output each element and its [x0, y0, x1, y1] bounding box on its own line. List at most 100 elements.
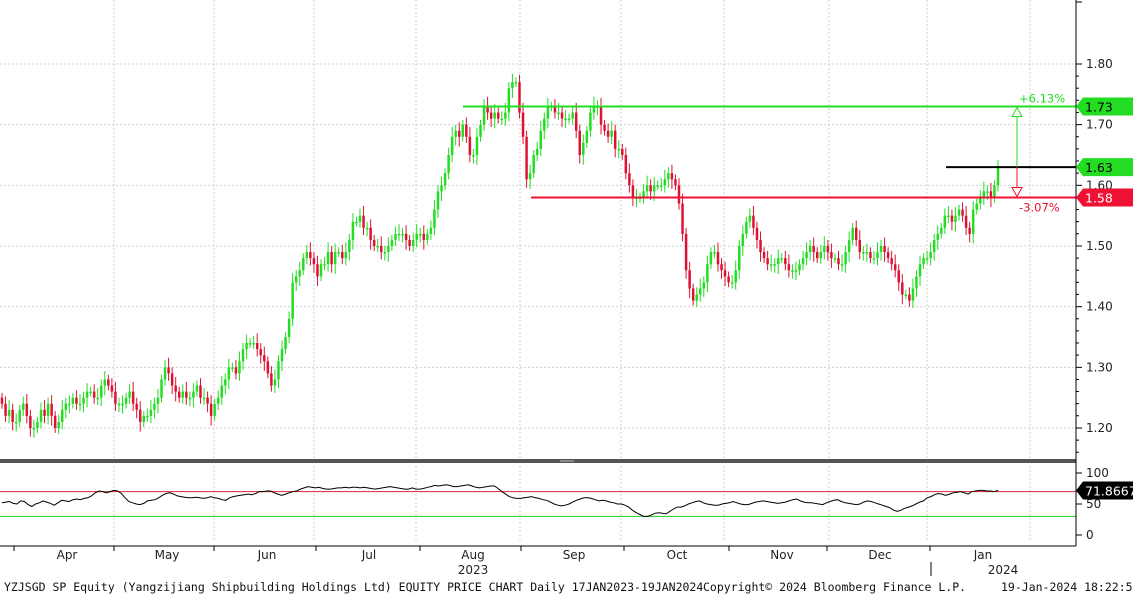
- candle-up: [660, 185, 663, 187]
- candle-down: [131, 391, 135, 404]
- candle-up: [181, 391, 185, 398]
- candle-up: [124, 397, 128, 404]
- candle-down: [684, 233, 688, 271]
- candle-down: [869, 252, 872, 259]
- candle-up: [96, 397, 99, 400]
- candle-up: [348, 239, 351, 253]
- candle-down: [518, 82, 521, 113]
- candle-up: [986, 191, 989, 193]
- candle-down: [43, 409, 46, 416]
- candle-down: [989, 191, 993, 198]
- candle-down: [606, 130, 610, 137]
- candle-up: [922, 258, 925, 265]
- candle-up: [932, 239, 936, 253]
- candle-down: [457, 130, 461, 137]
- support-price-tag: 1.58: [1076, 188, 1133, 207]
- candle-up: [163, 367, 167, 380]
- upside-pct-label: +6.13%: [1019, 91, 1065, 105]
- candle-up: [46, 403, 50, 416]
- candle-up: [14, 421, 18, 424]
- candle-down: [677, 185, 681, 204]
- candle-up: [709, 252, 713, 265]
- candle-down: [628, 173, 631, 186]
- candle-up: [302, 258, 305, 271]
- candle-down: [135, 403, 138, 410]
- rsi-value-tag: 71.8667: [1076, 481, 1133, 500]
- candle-up: [319, 264, 323, 277]
- candle-down: [270, 373, 273, 386]
- candle-up: [617, 148, 620, 151]
- candle-up: [507, 88, 511, 113]
- support-resistance-levels: +6.13% -3.07%: [463, 91, 1076, 214]
- candle-down: [259, 349, 262, 356]
- footer: YZJSGD SP Equity (Yangzijiang Shipbuildi…: [4, 580, 1133, 594]
- candle-up: [454, 130, 457, 137]
- candle-down: [631, 185, 635, 198]
- axes: 1.801.701.601.501.401.301.201005001.731.…: [0, 0, 1133, 577]
- candle-up: [429, 227, 433, 234]
- candle-up: [298, 270, 301, 277]
- candle-up: [738, 246, 741, 271]
- candle-down: [578, 130, 581, 156]
- candle-up: [333, 252, 337, 265]
- candle-up: [589, 112, 592, 131]
- candle-up: [277, 361, 280, 380]
- candle-up: [833, 258, 837, 260]
- candle-up: [493, 112, 496, 119]
- candle-down: [560, 112, 564, 119]
- price-tick-label: 1.80: [1086, 57, 1113, 71]
- candle-up: [397, 233, 401, 236]
- candle-up: [294, 276, 298, 283]
- support-price-tag-label: 1.58: [1085, 190, 1113, 205]
- price-candles: [0, 73, 1000, 438]
- candle-up: [571, 112, 574, 119]
- candle-up: [918, 264, 922, 277]
- candle-down: [266, 361, 270, 374]
- candle-down: [468, 136, 472, 156]
- month-label: Jul: [361, 548, 376, 562]
- candle-down: [422, 233, 426, 240]
- candle-down: [688, 270, 691, 289]
- candle-down: [107, 379, 110, 386]
- candle-up: [447, 155, 450, 174]
- candle-down: [341, 252, 344, 259]
- candle-up: [656, 185, 659, 187]
- candle-up: [64, 403, 68, 410]
- candle-up: [7, 409, 11, 416]
- rsi-value-tag-box: [1076, 481, 1133, 500]
- candle-down: [893, 264, 897, 271]
- candle-up: [957, 209, 961, 216]
- candle-up: [500, 118, 504, 121]
- candle-up: [479, 124, 482, 137]
- candle-up: [291, 282, 294, 319]
- candle-up: [68, 403, 71, 406]
- candle-up: [699, 288, 702, 295]
- candle-up: [819, 252, 823, 259]
- candle-up: [153, 403, 156, 410]
- candle-down: [0, 397, 4, 404]
- candle-up: [546, 106, 550, 119]
- candle-down: [29, 415, 32, 429]
- candle-up: [663, 179, 667, 186]
- candle-down: [110, 385, 114, 392]
- candle-up: [57, 421, 60, 429]
- candle-down: [11, 409, 14, 422]
- month-label: Dec: [868, 548, 891, 562]
- candle-down: [649, 185, 652, 192]
- candle-up: [18, 409, 21, 422]
- candle-up: [231, 367, 234, 369]
- candle-up: [103, 379, 107, 386]
- candle-up: [741, 233, 745, 247]
- candle-down: [762, 252, 766, 259]
- candle-up: [780, 258, 784, 260]
- candle-down: [521, 112, 525, 137]
- candle-up: [273, 379, 277, 386]
- candle-up: [61, 409, 64, 422]
- candle-up: [557, 112, 560, 115]
- support-price-tag-box: [1076, 188, 1133, 207]
- candle-down: [330, 252, 333, 265]
- candle-down: [316, 264, 319, 277]
- candle-up: [220, 385, 223, 398]
- candle-up: [32, 428, 36, 430]
